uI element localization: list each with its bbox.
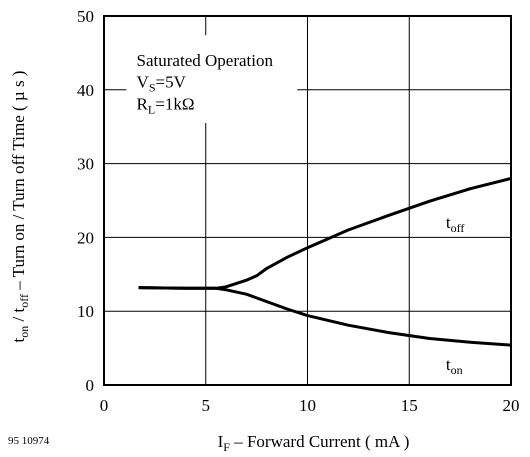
series-line-t-on xyxy=(138,286,512,347)
x-axis-label: IF – Forward Current ( mA ) xyxy=(218,432,410,454)
x-tick-label: 0 xyxy=(100,396,109,415)
y-tick-label: 50 xyxy=(77,7,94,26)
x-tick-label: 10 xyxy=(299,396,316,415)
series-label-t-on: ton xyxy=(446,355,463,377)
series-layer xyxy=(138,176,512,347)
x-tick-label: 20 xyxy=(503,396,520,415)
y-tick-label: 20 xyxy=(77,228,94,247)
annotation-line-3: RL=1kΩ xyxy=(137,95,195,117)
x-tick-label: 15 xyxy=(401,396,418,415)
y-tick-label: 0 xyxy=(86,376,95,395)
x-tick-label: 5 xyxy=(202,396,211,415)
annotation-background xyxy=(126,35,298,124)
figure-id: 95 10974 xyxy=(8,435,50,447)
x-tick-labels: 0 5 10 15 20 xyxy=(100,396,520,415)
y-tick-label: 40 xyxy=(77,81,94,100)
y-tick-label: 30 xyxy=(77,155,94,174)
annotation-line-2: VS=5V xyxy=(137,73,187,95)
y-tick-label: 10 xyxy=(77,302,94,321)
annotation-line-1: Saturated Operation xyxy=(137,51,274,70)
series-label-t-off: toff xyxy=(446,213,465,235)
y-tick-labels: 0 10 20 30 40 50 xyxy=(77,7,94,395)
y-axis-label: ton / toff – Turn on / Turn off Time ( µ… xyxy=(9,71,31,343)
plot-frame xyxy=(103,15,512,386)
